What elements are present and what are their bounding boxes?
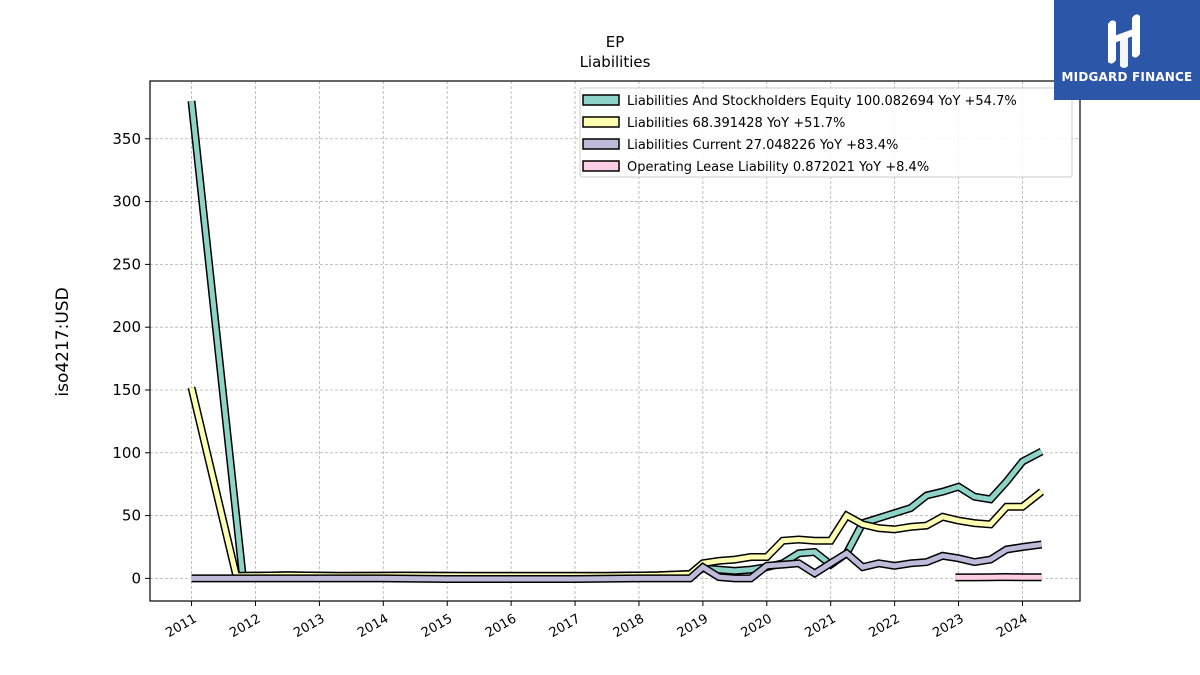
chart-title: EP	[606, 33, 625, 51]
x-tick-label: 2013	[291, 611, 327, 641]
logo-mark-icon	[1108, 14, 1140, 68]
axes-frame	[149, 80, 1081, 602]
y-axis-label: iso4217:USD	[53, 287, 73, 396]
legend-series-value: 0.872021 YoY +8.4%	[789, 160, 929, 175]
legend-swatch	[582, 116, 620, 128]
legend-series-name: Liabilities And Stockholders Equity	[627, 94, 852, 109]
legend: Liabilities And Stockholders Equity 100.…	[579, 87, 1073, 178]
x-tick-label: 2019	[675, 611, 711, 641]
x-tick-label: 2014	[355, 611, 391, 641]
legend-swatch	[582, 94, 620, 106]
y-tick-label: 200	[112, 318, 141, 336]
y-tick-label: 250	[112, 255, 141, 273]
legend-series-value: 100.082694 YoY +54.7%	[851, 94, 1016, 109]
legend-entry: Liabilities Current 27.048226 YoY +83.4%	[627, 138, 898, 153]
x-tick-label: 2011	[163, 611, 199, 641]
x-tick-label: 2024	[994, 611, 1030, 641]
brand-logo: MIDGARD FINANCE	[1054, 0, 1200, 100]
legend-series-name: Liabilities	[627, 116, 689, 131]
x-tick-label: 2016	[483, 611, 519, 641]
legend-entry: Operating Lease Liability 0.872021 YoY +…	[627, 160, 929, 175]
legend-series-value: 68.391428 YoY +51.7%	[688, 116, 845, 131]
legend-series-name: Liabilities Current	[627, 138, 741, 153]
y-tick-label: 350	[112, 130, 141, 148]
plot-area	[187, 100, 1045, 583]
y-tick-label: 50	[122, 507, 141, 525]
chart-subtitle: Liabilities	[580, 53, 651, 71]
y-tick-label: 300	[112, 193, 141, 211]
legend-entry: Liabilities And Stockholders Equity 100.…	[627, 94, 1017, 109]
legend-swatch	[582, 160, 620, 172]
legend-series-value: 27.048226 YoY +83.4%	[741, 138, 898, 153]
x-tick-label: 2023	[930, 611, 966, 641]
legend-series-name: Operating Lease Liability	[627, 160, 789, 175]
x-tick-label: 2015	[419, 611, 455, 641]
x-tick-label: 2012	[227, 611, 263, 641]
x-tick-label: 2017	[547, 611, 583, 641]
x-tick-label: 2020	[739, 611, 775, 641]
x-tick-label: 2022	[866, 611, 902, 641]
series-line	[191, 540, 1043, 583]
x-tick-label: 2021	[803, 611, 839, 641]
legend-entry: Liabilities 68.391428 YoY +51.7%	[627, 116, 845, 131]
logo-text: MIDGARD FINANCE	[1061, 70, 1193, 84]
y-tick-label: 100	[112, 444, 141, 462]
y-tick-label: 150	[112, 381, 141, 399]
legend-swatch	[582, 138, 620, 150]
x-tick-label: 2018	[611, 611, 647, 641]
legend-box	[579, 87, 1073, 178]
y-tick-label: 0	[131, 569, 141, 587]
series-stroke	[191, 542, 1042, 582]
